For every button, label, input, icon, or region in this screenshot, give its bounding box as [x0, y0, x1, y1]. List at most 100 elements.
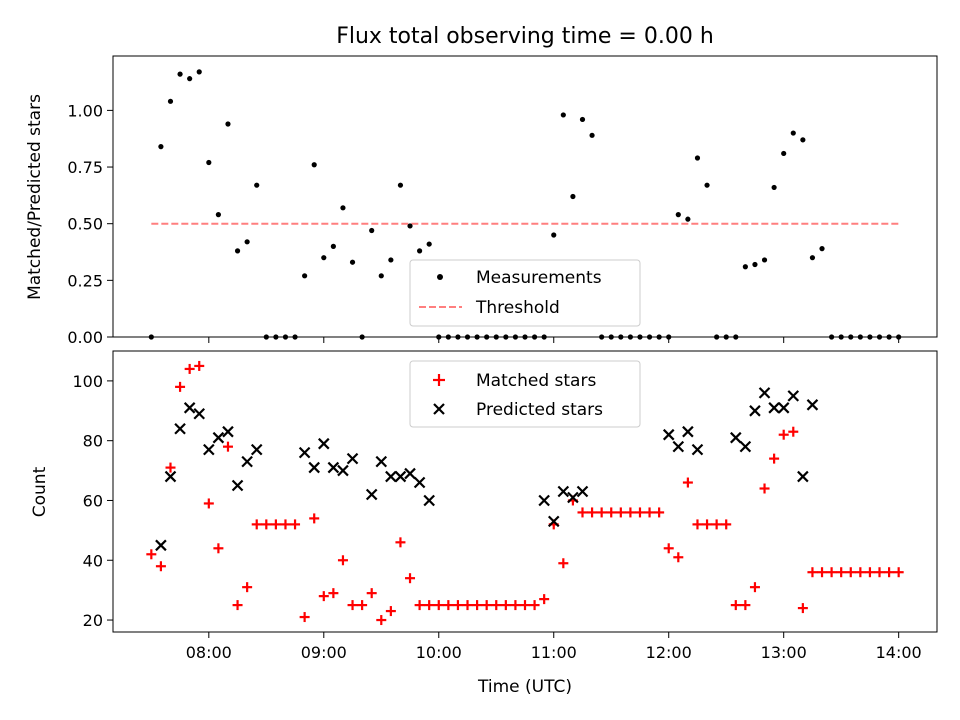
- predicted-star-point: [318, 437, 330, 450]
- predicted-star-point: [365, 488, 378, 501]
- measurement-point: [321, 255, 327, 261]
- count-legend: Matched stars Predicted stars: [409, 360, 641, 428]
- measurement-point: [167, 98, 174, 104]
- ratio-y-tick-label: 0.75: [67, 158, 103, 177]
- matched-star-point: [558, 558, 569, 569]
- predicted-star-point: [662, 428, 675, 441]
- ratio-y-tick-label: 0.50: [67, 215, 103, 234]
- measurement-point: [369, 227, 375, 234]
- count-y-axis-label: Count: [30, 466, 50, 517]
- predicted-star-point: [231, 479, 244, 492]
- predicted-star-point: [308, 461, 320, 474]
- measurement-point: [349, 259, 356, 265]
- predicted-star-point: [375, 455, 388, 468]
- matched-star-point: [874, 567, 885, 578]
- measurement-point: [206, 159, 212, 166]
- predicted-star-point: [193, 407, 206, 420]
- predicted-star-point: [567, 491, 579, 504]
- matched-star-point: [175, 381, 186, 392]
- measurement-point: [790, 130, 796, 136]
- legend-predicted-label: Predicted stars: [476, 400, 603, 420]
- predicted-star-point: [203, 443, 215, 456]
- ratio-y-axis-label: Matched/Predicted stars: [25, 94, 45, 300]
- count-y-tick-label: 40: [83, 551, 103, 570]
- ratio-legend-box: [409, 259, 641, 327]
- count-y-tick-label: 60: [83, 491, 103, 510]
- matched-star-point: [443, 600, 454, 611]
- measurement-point: [675, 212, 681, 218]
- measurement-point: [560, 112, 566, 118]
- predicted-star-point: [758, 387, 771, 399]
- measurement-point: [761, 257, 768, 263]
- predicted-star-point: [298, 446, 311, 459]
- legend-threshold-label: Threshold: [475, 298, 560, 318]
- count-x-tick-label: 12:00: [646, 643, 692, 662]
- matched-star-point: [213, 543, 224, 554]
- measurement-point: [302, 273, 308, 279]
- measurement-point: [158, 144, 164, 150]
- predicted-star-point: [557, 485, 570, 498]
- measurement-point: [196, 69, 202, 75]
- predicted-star-point: [730, 431, 742, 444]
- ratio-y-tick-label: 1.00: [67, 101, 103, 120]
- predicted-star-point: [183, 402, 196, 414]
- count-x-tick-label: 09:00: [301, 643, 347, 662]
- matched-star-point: [644, 507, 655, 518]
- measurement-point: [685, 216, 691, 222]
- matched-star-point: [261, 519, 272, 530]
- predicted-star-point: [394, 470, 407, 483]
- matched-star-point: [520, 600, 530, 611]
- matched-star-point: [510, 600, 521, 611]
- matched-star-point: [673, 552, 684, 563]
- matched-star-point: [462, 600, 473, 611]
- matched-star-point: [194, 360, 205, 371]
- measurement-point: [187, 76, 193, 82]
- matched-star-point: [433, 600, 444, 611]
- measurement-point: [234, 248, 241, 254]
- predicted-star-point: [250, 443, 263, 456]
- matched-star-point: [845, 567, 856, 578]
- ratio-legend: Measurements Threshold: [409, 259, 641, 327]
- predicted-star-point: [346, 452, 359, 465]
- matched-star-point: [242, 582, 253, 593]
- legend-predicted-marker: [433, 403, 445, 415]
- matched-star-point: [692, 519, 703, 530]
- x-axis-label: Time (UTC): [477, 677, 572, 697]
- ratio-y-axis: 0.00 0.25 0.50 0.75 1.00: [67, 101, 113, 347]
- measurement-point: [311, 162, 317, 168]
- matched-star-point: [290, 519, 301, 530]
- measurement-point: [752, 261, 758, 268]
- matched-star-point: [682, 477, 693, 488]
- matched-star-point: [146, 549, 157, 560]
- matched-star-point: [884, 567, 895, 578]
- predicted-star-point: [682, 425, 694, 438]
- ratio-axes-frame: [112, 55, 938, 338]
- matched-star-point: [721, 519, 732, 530]
- matched-star-point: [807, 567, 818, 578]
- matched-star-point: [366, 588, 377, 599]
- predicted-star-point: [222, 425, 234, 438]
- matched-star-point: [855, 567, 866, 578]
- count-y-axis: 20 40 60 80 100: [72, 372, 113, 630]
- predicted-star-point: [155, 539, 167, 552]
- measurement-point: [254, 182, 260, 188]
- matched-star-point: [472, 600, 483, 611]
- matched-star-point: [357, 600, 368, 611]
- count-x-tick-label: 14:00: [876, 643, 922, 662]
- matched-star-point: [203, 498, 214, 509]
- measurement-point: [378, 273, 384, 279]
- matched-star-point: [309, 513, 320, 524]
- matched-star-point: [328, 588, 339, 599]
- measurement-point: [417, 248, 423, 254]
- predicted-star-point: [672, 440, 685, 453]
- legend-measurements-label: Measurements: [476, 268, 602, 288]
- matched-star-point: [337, 555, 348, 566]
- count-y-tick-label: 80: [83, 432, 103, 451]
- matched-star-point: [587, 507, 598, 518]
- measurement-point: [244, 239, 250, 245]
- legend-matched-label: Matched stars: [476, 371, 596, 391]
- predicted-star-point: [797, 470, 809, 483]
- predicted-star-point: [212, 431, 225, 444]
- predicted-star-point: [787, 390, 800, 402]
- measurement-point: [340, 205, 346, 211]
